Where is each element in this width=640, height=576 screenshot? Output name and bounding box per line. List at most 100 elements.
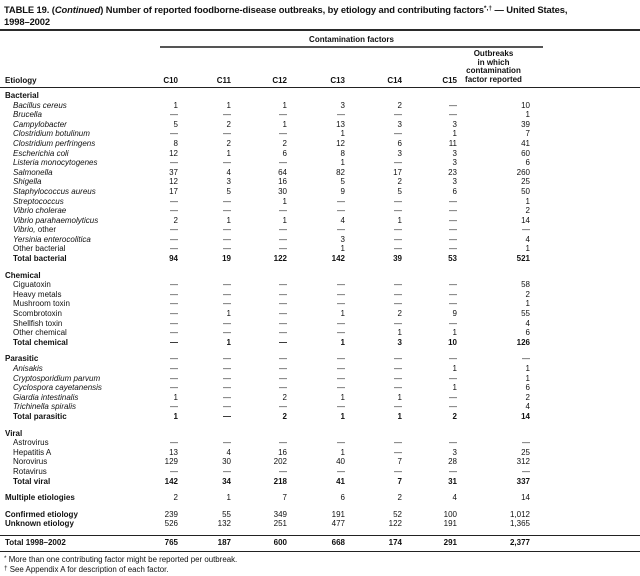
filler-cell (530, 534, 640, 552)
title-text: TABLE 19. ( (4, 4, 55, 15)
value-cell: — (394, 234, 402, 244)
value-cell: — (279, 373, 287, 383)
value-cell: — (170, 466, 178, 476)
value-cell: — (337, 299, 345, 309)
footnote-asterisk-text: More than one contributing factor might … (8, 554, 238, 564)
section-row: Unknown etiology 526 132 251 477 122 191 1,365 (0, 519, 640, 535)
value-cell: 2 (397, 100, 402, 110)
value-cell: — (170, 328, 178, 338)
value-cell: — (337, 280, 345, 290)
value-cell: — (337, 402, 345, 412)
value-cell: 55 (222, 509, 231, 519)
value-cell: — (337, 318, 345, 328)
value-cell: — (279, 244, 287, 254)
filler-cell (530, 139, 640, 149)
value-cell: — (223, 299, 231, 309)
value-cell: 291 (402, 534, 457, 552)
value-cell: 187 (178, 534, 231, 552)
etiology-label: Yersinia enterocolitica (13, 234, 91, 244)
value-cell: 1 (282, 100, 287, 110)
value-cell (287, 87, 345, 100)
value-cell: 765 (125, 534, 178, 552)
value-cell: 1 (340, 129, 345, 139)
value-cell (345, 264, 402, 281)
value-cell: 1 (452, 383, 457, 393)
value-cell: — (170, 354, 178, 364)
value-cell: 1 (340, 337, 345, 347)
value-cell: 82 (336, 167, 345, 177)
value-cell: — (170, 364, 178, 374)
table-row: Shellfish toxin — — — — — — 4 (0, 319, 640, 329)
etiology-label: Ciguatoxin (13, 280, 51, 290)
value-cell: — (449, 318, 457, 328)
value-cell: 1 (397, 215, 402, 225)
value-cell: — (223, 364, 231, 374)
value-cell: — (449, 100, 457, 110)
value-cell: 52 (393, 509, 402, 519)
value-cell (125, 264, 178, 281)
value-cell: 7 (397, 457, 402, 467)
etiology-label: Brucella (13, 110, 42, 120)
value-cell: 1 (452, 328, 457, 338)
filler-cell (530, 412, 640, 422)
footnotes: * More than one contributing factor migh… (0, 552, 640, 575)
value-cell: — (449, 215, 457, 225)
value-cell: 9 (452, 309, 457, 319)
value-cell: — (170, 299, 178, 309)
value-cell: 1 (226, 337, 231, 347)
asterisk-marker: * (4, 554, 7, 562)
value-cell: — (170, 280, 178, 290)
value-cell: 1 (282, 196, 287, 206)
filler-cell (530, 438, 640, 448)
value-cell: 1 (525, 364, 530, 374)
table-row: Yersinia enterocolitica — — — 3 — — 4 (0, 235, 640, 245)
value-cell: 202 (273, 457, 287, 467)
value-cell: — (223, 354, 231, 364)
table-row: Clostridium perfringens 8 2 2 12 6 11 41 (0, 139, 640, 149)
filler-cell (530, 448, 640, 458)
value-cell: 122 (388, 519, 402, 529)
value-cell: — (223, 196, 231, 206)
value-cell: — (449, 438, 457, 448)
value-cell: 2 (226, 138, 231, 148)
filler-cell (530, 120, 640, 130)
etiology-label: Total viral (13, 476, 51, 486)
value-cell: — (170, 383, 178, 393)
value-cell: — (394, 466, 402, 476)
table-row: Trichinella spiralis — — — — — — 4 (0, 402, 640, 412)
title-rule (0, 29, 640, 31)
etiology-label: Shigella (13, 177, 42, 187)
value-cell: 218 (273, 476, 287, 486)
value-cell: 1,365 (509, 519, 530, 529)
filler-cell (530, 364, 640, 374)
outbreaks-header-line-4: factor reported (465, 75, 522, 85)
filler-cell (530, 486, 640, 503)
value-cell: — (522, 466, 530, 476)
filler-cell (530, 101, 640, 111)
etiology-label: Total parasitic (13, 411, 67, 421)
value-cell: 1 (340, 309, 345, 319)
value-cell: 6 (282, 148, 287, 158)
filler-cell (530, 280, 640, 290)
value-cell: 25 (521, 177, 530, 187)
filler-cell (530, 254, 640, 264)
section-row: Total 1998–2002 765 187 600 668 174 291 2,377 (0, 534, 640, 552)
value-cell: 1 (340, 447, 345, 457)
value-cell (287, 264, 345, 281)
value-cell: 1 (397, 328, 402, 338)
value-cell: 3 (397, 119, 402, 129)
value-cell: — (337, 364, 345, 374)
value-cell: 23 (448, 167, 457, 177)
value-cell (457, 422, 530, 439)
value-cell: 7 (397, 476, 402, 486)
etiology-label: Trichinella spiralis (13, 402, 76, 412)
value-cell: 17 (393, 167, 402, 177)
value-cell: — (223, 244, 231, 254)
value-cell: — (279, 466, 287, 476)
value-cell: — (279, 234, 287, 244)
value-cell: 3 (452, 447, 457, 457)
value-cell: 600 (231, 534, 287, 552)
value-cell: 28 (448, 457, 457, 467)
footnote-dagger: † See Appendix A for description of each… (4, 564, 636, 574)
filler-header-cell (530, 47, 640, 88)
